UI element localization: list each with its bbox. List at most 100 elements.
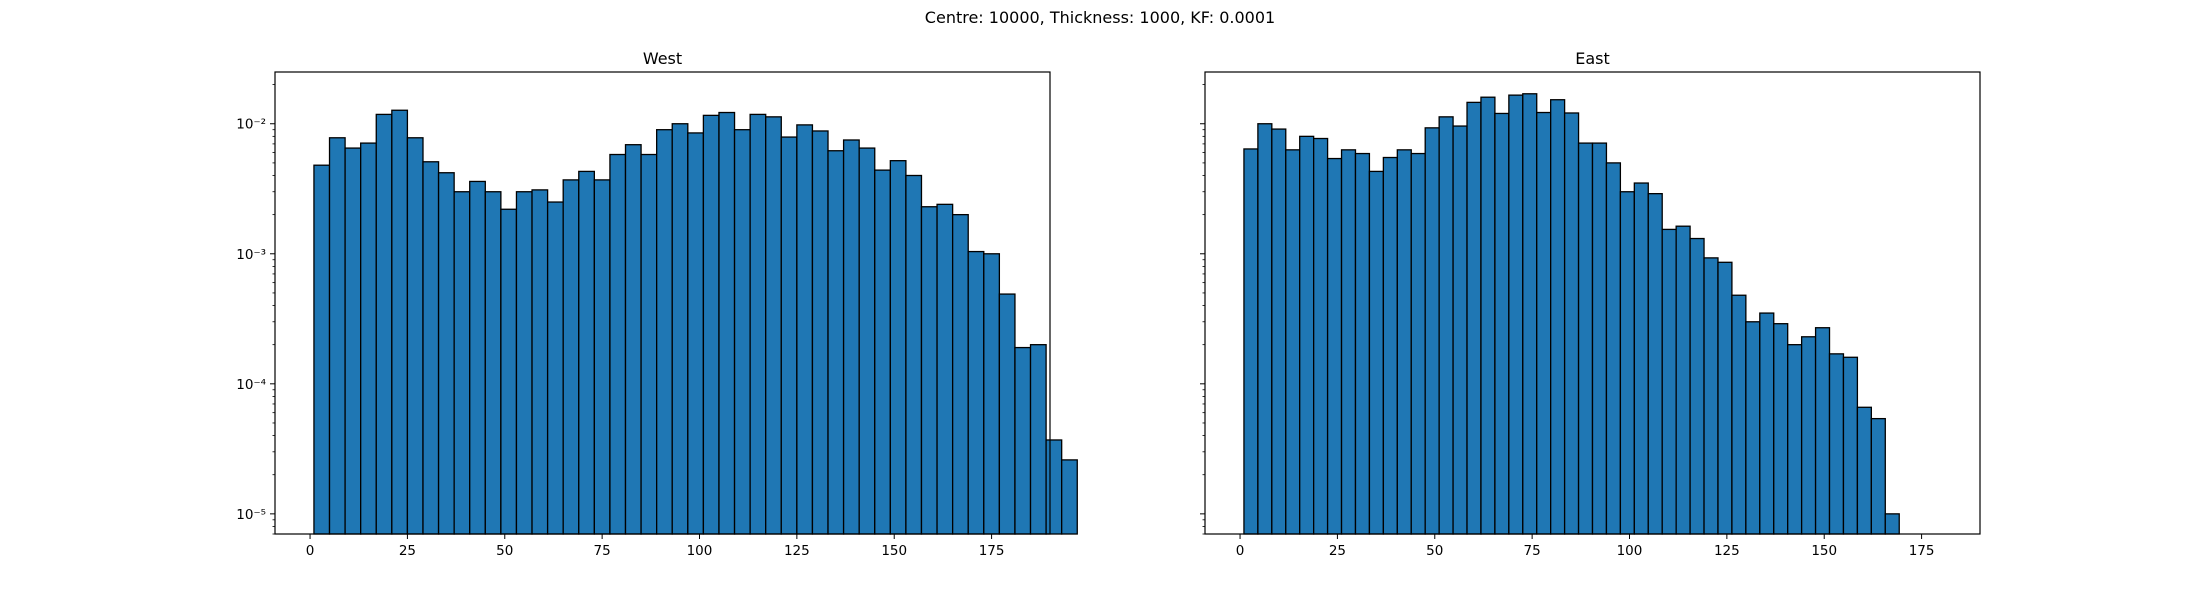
- histogram-bar: [1619, 191, 1635, 535]
- histogram-bar: [967, 250, 985, 535]
- y-tick-label: 10⁻²: [236, 117, 266, 133]
- histogram-bar: [1466, 101, 1482, 535]
- axes-title: West: [643, 49, 682, 68]
- axes-title: East: [1575, 49, 1610, 68]
- histogram-bar: [702, 114, 720, 535]
- histogram-bar: [1759, 312, 1775, 535]
- histogram-bar: [765, 116, 782, 535]
- x-tick-label: 100: [1617, 543, 1643, 559]
- histogram-bar: [1773, 323, 1789, 535]
- y-tick-label: 10⁻⁵: [236, 507, 266, 523]
- histogram-bar: [1438, 116, 1454, 535]
- histogram-bar: [624, 144, 642, 535]
- histogram-bar: [983, 253, 1001, 535]
- histogram-bar: [671, 123, 689, 535]
- histogram-bar: [1299, 135, 1315, 535]
- histogram-bar: [1675, 225, 1691, 535]
- histogram-bar: [1842, 356, 1859, 535]
- histogram-bar: [1731, 294, 1747, 535]
- x-tick-label: 50: [1426, 543, 1443, 559]
- histogram-bar: [1045, 439, 1063, 535]
- histogram-bar: [406, 137, 424, 535]
- x-tick-label: 125: [1714, 543, 1740, 559]
- histogram-bar: [874, 169, 891, 535]
- histogram-bar: [733, 129, 751, 535]
- histogram-bar: [1340, 149, 1357, 535]
- histogram-bar: [998, 293, 1016, 535]
- histogram-bar: [811, 130, 829, 535]
- x-tick-label: 100: [687, 543, 713, 559]
- chart-panel-west: West 0 25 50 75 100 125 150 175 10⁻² 10⁻³ 10⁻⁴ 10⁻⁵: [236, 49, 1078, 559]
- histogram-bar: [1703, 257, 1719, 535]
- histogram-bar: [1061, 459, 1078, 535]
- histogram-bar: [1326, 157, 1343, 535]
- x-tick-label: 175: [1909, 543, 1935, 559]
- x-tick-label: 125: [784, 543, 810, 559]
- histogram-bar: [951, 213, 969, 535]
- histogram-bar: [1368, 170, 1385, 535]
- x-tick-label: 25: [399, 543, 416, 559]
- histogram-bar: [437, 172, 455, 535]
- histogram-bar: [1633, 182, 1649, 535]
- histogram-bar: [1605, 162, 1622, 535]
- x-tick-label: 0: [306, 543, 315, 559]
- histogram-bar: [546, 201, 564, 535]
- histogram-bar: [796, 124, 814, 535]
- histogram-bar: [1577, 142, 1594, 535]
- histogram-bar: [1382, 156, 1398, 535]
- histogram-bar: [1522, 93, 1538, 535]
- histogram-bar: [1856, 406, 1872, 535]
- histogram-bar: [578, 170, 595, 535]
- histogram-bar: [1029, 344, 1047, 535]
- histogram-bar: [515, 191, 533, 535]
- histogram-bar: [1536, 111, 1552, 535]
- histogram-bar: [375, 113, 393, 535]
- histogram-bar: [391, 109, 409, 535]
- histogram-bar: [313, 164, 331, 535]
- histogram-bar: [1661, 228, 1677, 535]
- histogram-bar: [936, 203, 954, 535]
- x-tick-label: 50: [496, 543, 513, 559]
- x-tick-label: 0: [1236, 543, 1245, 559]
- histogram-bar: [1884, 513, 1900, 535]
- histogram-bar: [344, 147, 362, 535]
- histogram-bar: [640, 153, 658, 535]
- histogram-bar: [1800, 336, 1817, 535]
- histogram-bar: [1745, 321, 1761, 535]
- histogram-bar: [328, 137, 346, 535]
- histogram-bar: [562, 179, 580, 535]
- histogram-bar: [469, 180, 486, 535]
- histogram-bar: [1828, 353, 1845, 535]
- histogram-bar: [656, 129, 673, 535]
- histogram-bar: [1396, 149, 1412, 535]
- histogram-bar: [422, 161, 440, 535]
- y-tick-label: 10⁻³: [236, 247, 266, 263]
- histogram-bar: [1508, 94, 1524, 535]
- histogram-bar: [1257, 123, 1273, 535]
- histogram-bar: [858, 147, 876, 535]
- histogram-bar: [1870, 417, 1886, 535]
- histogram-bar: [1550, 99, 1566, 535]
- chart-panel-east: East 0 25 50 75 100 125 150 175: [1200, 49, 1981, 559]
- x-tick-label: 75: [594, 543, 611, 559]
- histogram-bar: [500, 208, 518, 535]
- histogram-bar: [1014, 346, 1032, 535]
- y-tick-label: 10⁻⁴: [236, 377, 266, 393]
- axes-frame: [1204, 71, 1981, 535]
- histogram-bar: [1410, 152, 1426, 535]
- histogram-bar: [1243, 148, 1259, 535]
- histogram-bar: [1424, 127, 1440, 535]
- histogram-bar: [905, 174, 923, 535]
- figure-suptitle: Centre: 10000, Thickness: 1000, KF: 0.00…: [924, 8, 1276, 27]
- histogram-bar: [1563, 112, 1580, 535]
- histogram-bar: [920, 206, 938, 535]
- histogram-bar: [1354, 152, 1371, 535]
- histogram-bar: [889, 160, 907, 535]
- histogram-bar: [1285, 149, 1301, 535]
- x-tick-label: 75: [1524, 543, 1541, 559]
- histogram-bar: [1689, 237, 1705, 535]
- histogram-bar: [531, 189, 549, 535]
- histogram-bar: [749, 113, 767, 535]
- histogram-bar: [1647, 193, 1663, 535]
